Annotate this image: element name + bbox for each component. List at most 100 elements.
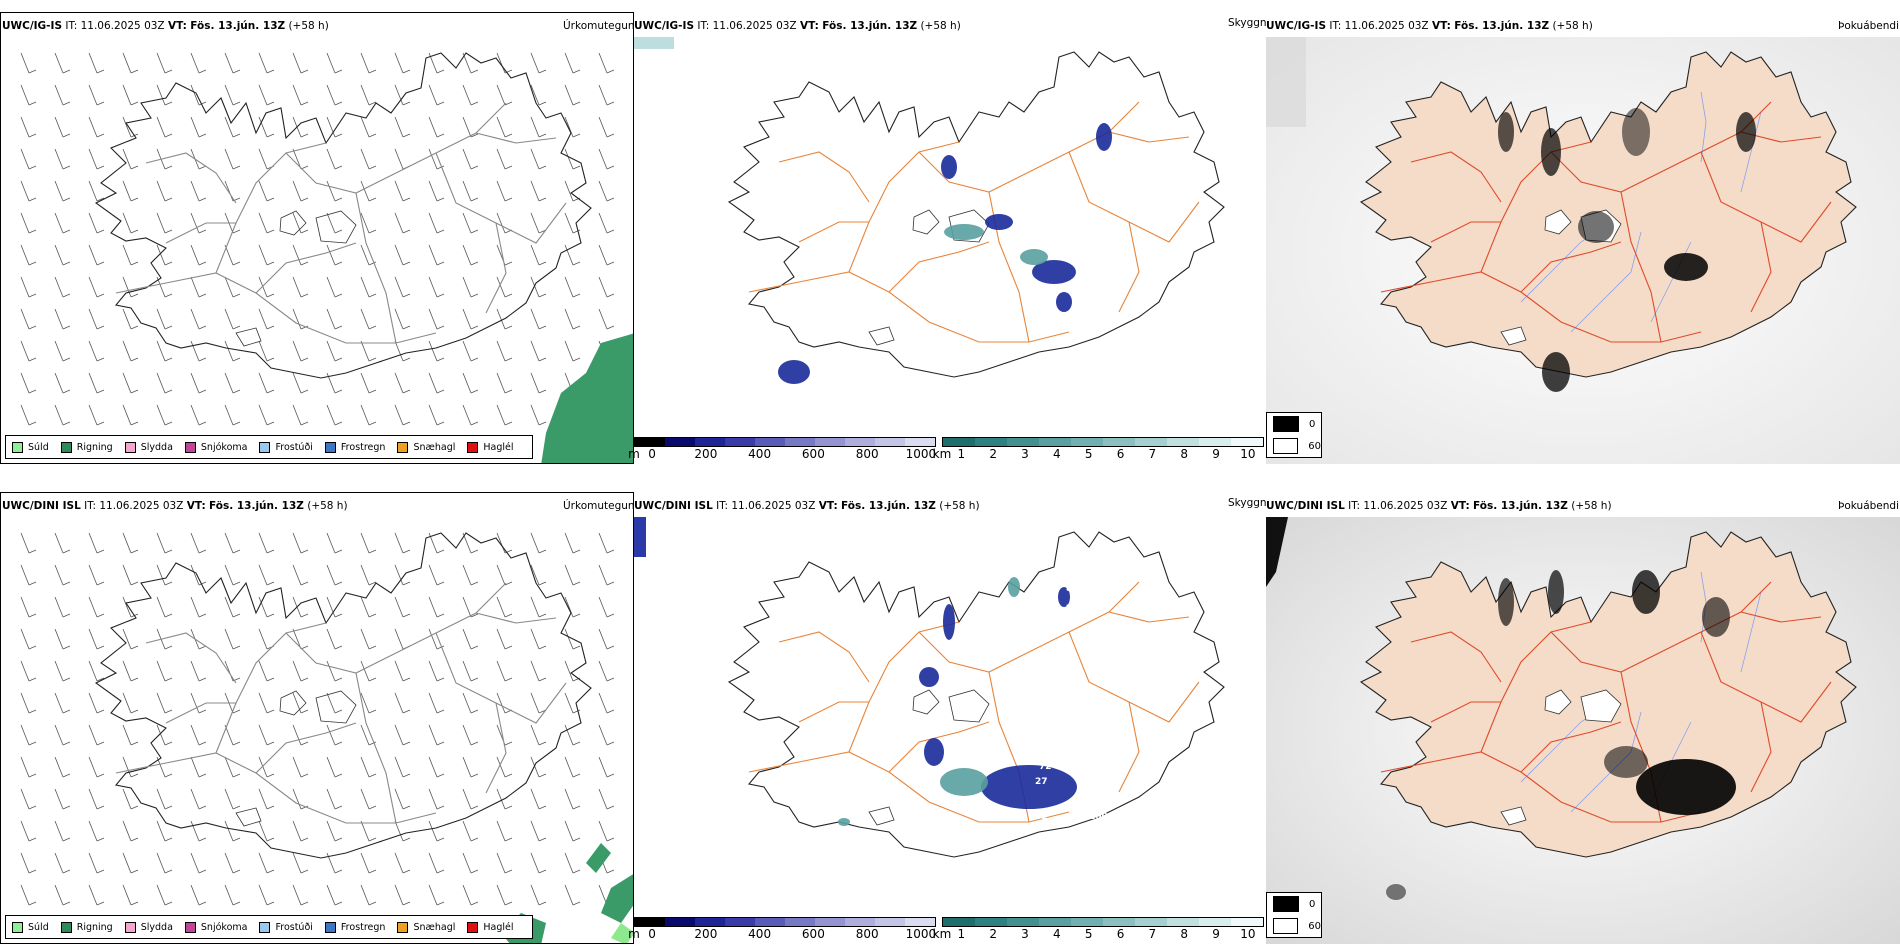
cloud-base-value: 20 (1174, 172, 1187, 182)
colorbar-segment (1199, 918, 1231, 926)
precip-legend: Súld Rigning Slydda Snjókoma Frostúði Frostre… (5, 915, 533, 939)
colorbar-segment (635, 918, 665, 926)
colorbar-segment (1199, 438, 1231, 446)
colorbar-segment (975, 918, 1007, 926)
cloud-base-value: 18 (1019, 740, 1032, 750)
legend-label: Frostúði (275, 441, 313, 453)
colorbar-tick-label: 800 (855, 927, 879, 941)
colorbar-segment (1007, 438, 1039, 446)
colorbar-segment (1007, 918, 1039, 926)
colorbar-segment (943, 438, 975, 446)
colorbar-tick-label: 6 (1116, 447, 1125, 461)
iceland-outline-map (727, 531, 1225, 858)
legend-swatch (259, 441, 271, 453)
iceland-fog-map (1359, 531, 1857, 858)
fog-legend-row2: 0 60 (1266, 892, 1322, 938)
colorbar-tick-label: 10 (1240, 447, 1256, 461)
colorbar-segment (1231, 918, 1263, 926)
ceiling-colorbar-row2: m 0 200 400 600 800 1000 (628, 917, 937, 941)
iceland-outline-map (727, 51, 1225, 378)
colorbar-segment (725, 438, 755, 446)
legend-swatch (124, 441, 136, 453)
panel-title-precip-row1: Úrkomutegund (563, 20, 642, 32)
legend-swatch (184, 441, 196, 453)
legend-item: Snæhagl (397, 921, 455, 933)
colorbar-segment (1103, 438, 1135, 446)
colorbar-segment (1039, 918, 1071, 926)
fog-legend-swatch (1273, 918, 1299, 934)
model-name: UWC/IG-IS (2, 20, 63, 32)
legend-item: Haglél (467, 921, 514, 933)
visibility-colorbar-row1: km 1 2 3 4 5 6 7 8 9 10 (933, 437, 1264, 461)
cloud-base-value: 72 (1039, 762, 1052, 772)
cloud-base-value: 10 (1184, 192, 1197, 202)
legend-item: Haglél (467, 441, 514, 453)
legend-item: Slydda (124, 921, 173, 933)
colorbar-segment (1071, 918, 1103, 926)
colorbar-tick-label: 1 (957, 927, 966, 941)
colorbar-tick-label: 3 (1021, 447, 1029, 461)
legend-label: Frostregn (340, 921, 386, 933)
colorbar-tick-label: 0 (648, 447, 656, 461)
fog-map (1266, 37, 1900, 464)
fog-map (1266, 517, 1900, 944)
colorbar-segment (665, 918, 695, 926)
fog-legend-label: 0 (1309, 898, 1316, 910)
legend-item: Snjókoma (184, 441, 247, 453)
colorbar-tick-label: 1000 (905, 927, 937, 941)
legend-item: Rigning (60, 441, 113, 453)
legend-label: Frostúði (275, 921, 313, 933)
fog-legend-row1: 0 60 (1266, 412, 1322, 458)
colorbar-segment (815, 918, 845, 926)
legend-item: Frostregn (324, 921, 386, 933)
panel-precip-type-row2: Súld Rigning Slydda Snjókoma Frostúði Frostre… (0, 492, 634, 944)
fog-legend-item: 0 (1267, 413, 1321, 435)
colorbar-segment (943, 918, 975, 926)
legend-swatch (324, 921, 336, 933)
legend-label: Rigning (76, 441, 113, 453)
cloud-base-value: 27 (1035, 777, 1048, 787)
legend-label: Súld (28, 441, 49, 453)
colorbar-tick-label: 10 (1240, 927, 1256, 941)
legend-item: Súld (12, 921, 49, 933)
cloud-base-value: 70 (1066, 604, 1079, 614)
legend-swatch (467, 441, 479, 453)
panel-title-visibility-row1: Skyggni (1228, 17, 1270, 29)
colorbar-tick-label: 4 (1053, 447, 1061, 461)
visibility-map (634, 517, 1225, 858)
precip-legend: Súld Rigning Slydda Snjókoma Frostúði Frostre… (5, 435, 533, 459)
fog-legend-swatch (1273, 438, 1299, 454)
legend-label: Haglél (483, 921, 514, 933)
cloud-base-value: 50 (764, 392, 777, 402)
colorbar-segment (695, 918, 725, 926)
iceland-outline-map (94, 52, 592, 379)
panel-precip-type-row1: Súld Rigning Slydda Snjókoma Frostúði Frostre… (0, 12, 634, 464)
colorbar-tick-label: 6 (1116, 927, 1125, 941)
panel-cloud-visibility-row1: 50 10 10 20 30 (634, 12, 1266, 464)
legend-swatch (12, 921, 23, 933)
fog-legend-item: 60 (1267, 915, 1321, 937)
cloud-base-value: 152 (1029, 812, 1048, 822)
colorbar-tick-label: 7 (1148, 927, 1157, 941)
precip-type-map (20, 52, 633, 463)
legend-swatch (12, 441, 23, 453)
colorbar-tick-label: 0 (648, 927, 656, 941)
cloud-base-value: 61 (1064, 732, 1077, 742)
legend-swatch (467, 921, 479, 933)
wind-barbs (20, 52, 615, 426)
colorbar-segment (875, 918, 905, 926)
panel-title-fog-row2: Þokuábendi (1838, 500, 1899, 512)
colorbar-tick-label: 9 (1212, 447, 1220, 461)
fog-legend-item: 60 (1267, 435, 1321, 457)
legend-label: Snjókoma (200, 921, 248, 933)
legend-swatch (259, 921, 271, 933)
colorbar-tick-label: 400 (748, 447, 772, 461)
colorbar-tick-label: 5 (1084, 927, 1093, 941)
visibility-patch (634, 37, 674, 49)
cloud-base-value: 20 (1029, 727, 1042, 737)
legend-item: Frostúði (259, 441, 313, 453)
panel-cloud-visibility-row2: 85 70 10 72 72 100 152 27 20 18 61 (634, 492, 1266, 944)
fog-areas (1386, 570, 1736, 900)
colorbar-segment (635, 438, 665, 446)
fog-areas (1498, 108, 1756, 392)
